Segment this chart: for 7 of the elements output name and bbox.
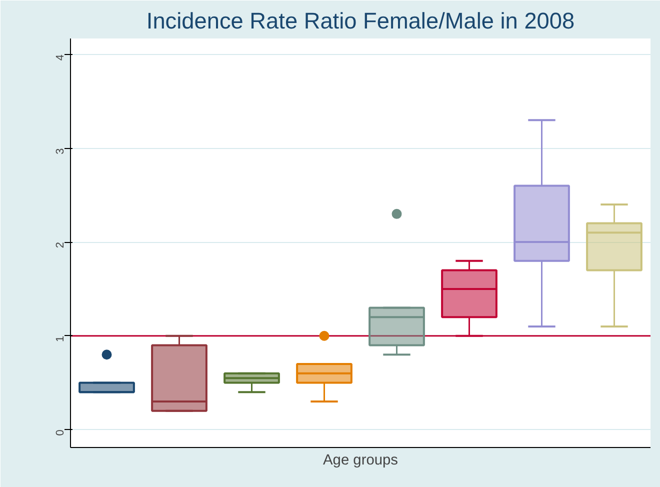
chart-title: Incidence Rate Ratio Female/Male in 2008: [146, 8, 575, 34]
y-tick-label: 3: [54, 148, 66, 154]
y-tick-label: 1: [54, 336, 66, 342]
y-tick-label: 0: [54, 430, 66, 436]
y-tick-label: 4: [54, 54, 66, 61]
y-tick-label: 2: [54, 242, 66, 248]
x-axis-title: Age groups: [323, 452, 398, 468]
